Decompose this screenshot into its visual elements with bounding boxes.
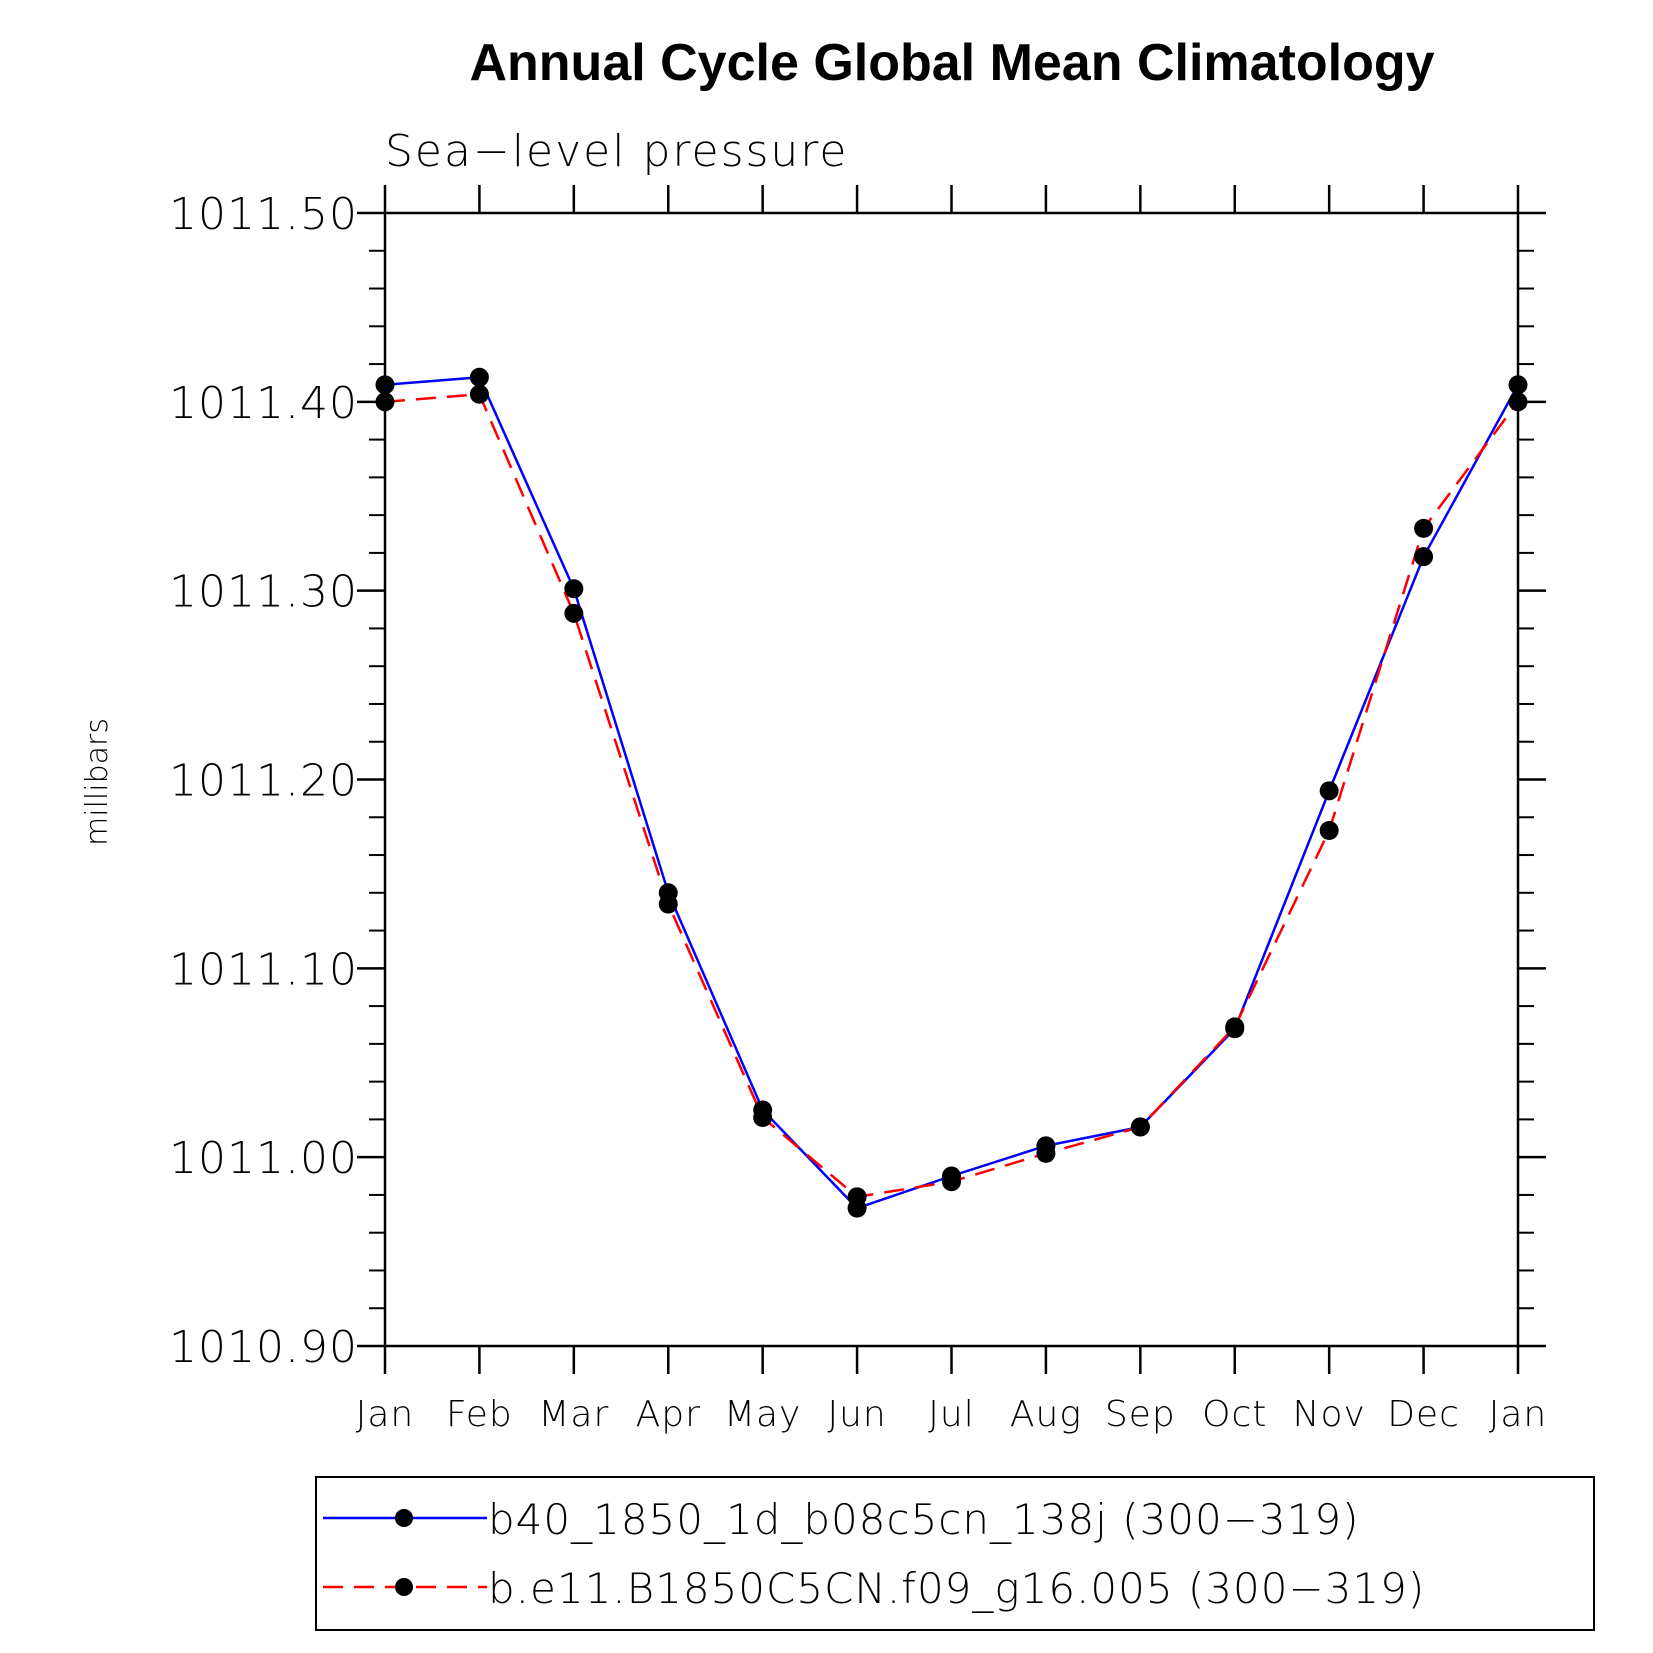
series-2-point — [1414, 518, 1434, 538]
x-tick-label: Oct — [1202, 1394, 1267, 1435]
series-2-point — [1130, 1117, 1150, 1137]
y-tick-label: 1011.00 — [169, 1133, 358, 1184]
x-tick-label: Jan — [356, 1394, 415, 1435]
x-tick-label: Jul — [928, 1394, 974, 1435]
series-2-point — [1319, 820, 1339, 840]
x-tick-label: Nov — [1293, 1394, 1366, 1435]
series-2-line — [384, 393, 1520, 1199]
legend-marker-series-2 — [395, 1578, 413, 1596]
series-2-point — [1508, 392, 1528, 412]
series-1-point — [1508, 375, 1528, 395]
series-2-point — [564, 603, 584, 623]
series-1-point — [469, 367, 489, 387]
y-tick-label: 1011.50 — [169, 189, 358, 240]
y-tick-label: 1011.30 — [169, 567, 358, 618]
y-tick-label: 1011.20 — [169, 756, 358, 807]
legend-label-series-2: b.e11.B1850C5CN.f09_g16.005 (300−319) — [488, 1564, 1425, 1613]
chart-title: Annual Cycle Global Mean Climatology — [469, 34, 1434, 92]
legend-box — [315, 1476, 1595, 1631]
x-tick-label: Dec — [1387, 1394, 1460, 1435]
x-tick-label: Mar — [538, 1394, 609, 1435]
legend-label-series-1: b40_1850_1d_b08c5cn_138j (300−319) — [488, 1495, 1359, 1544]
y-tick-label: 1010.90 — [169, 1322, 358, 1373]
series-2-point — [753, 1108, 773, 1128]
series-1-point — [1414, 547, 1434, 567]
series-2-point — [1036, 1143, 1056, 1163]
series-2-point — [1225, 1017, 1245, 1037]
chart-subtitle: Sea−level pressure — [385, 126, 849, 177]
x-axis: Jan Feb Mar Apr May Jun Jul Aug Sep Oct Nov Dec Jan — [356, 185, 1548, 1435]
y-axis-label: millibars — [80, 718, 115, 846]
x-tick-label: Apr — [636, 1394, 701, 1435]
series-2-point — [375, 392, 395, 412]
series-1-point — [375, 375, 395, 395]
x-tick-label: Aug — [1010, 1394, 1082, 1435]
series-2-point — [847, 1187, 867, 1207]
x-tick-label: Jun — [827, 1394, 886, 1435]
series-2-point — [942, 1172, 961, 1192]
x-tick-label: Sep — [1105, 1394, 1176, 1435]
x-tick-label: Feb — [446, 1394, 513, 1435]
series-2-point — [658, 894, 678, 914]
x-tick-label: Jan — [1489, 1394, 1548, 1435]
y-tick-label: 1011.40 — [169, 378, 358, 429]
y-tick-label: 1011.10 — [169, 944, 358, 995]
series-1-point — [1319, 781, 1339, 801]
series-2-point — [469, 384, 489, 404]
series-1-line — [384, 376, 1520, 1210]
y-axis: 1010.90 1011.00 1011.10 1011.20 1011.30 1011.… — [169, 189, 1546, 1373]
series-1-point — [564, 579, 584, 599]
x-tick-label: May — [724, 1394, 801, 1435]
series-layer — [375, 367, 1528, 1218]
legend-marker-series-1 — [395, 1509, 413, 1527]
legend: b40_1850_1d_b08c5cn_138j (300−319) b.e11… — [315, 1476, 1595, 1631]
